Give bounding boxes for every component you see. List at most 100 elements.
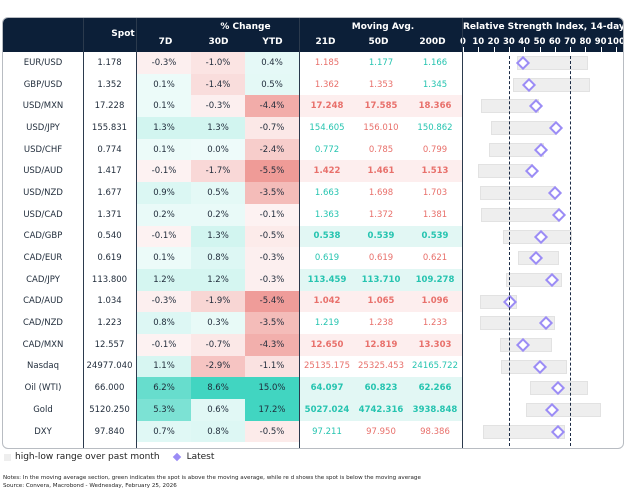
- table-row: USD/JPY 155.831 1.3% 1.3% -0.7% 154.605 156.01…: [3, 117, 623, 139]
- ma-row-bg: [300, 225, 462, 248]
- change-7d: 0.1%: [137, 73, 191, 96]
- change-30d: 1.3%: [191, 225, 245, 248]
- spot-value: 1.352: [97, 79, 122, 90]
- moving-avg-200d: 1.233: [422, 318, 448, 329]
- rsi-tick-label: 10: [472, 37, 485, 47]
- change-7d: 0.2%: [137, 203, 191, 226]
- moving-avg-21d: 1.663: [314, 187, 340, 198]
- ma-row-bg: [300, 117, 462, 139]
- change-7d: -0.1%: [137, 225, 191, 248]
- rsi-tick-mark: [570, 47, 572, 52]
- moving-avg-50d: 4742.316: [358, 404, 404, 415]
- divider: [462, 18, 463, 448]
- source-line: Source: Convera, Macrobond - Wednesday, …: [3, 483, 177, 489]
- spot-value: 1.371: [97, 209, 122, 220]
- header-7d: 7D: [158, 37, 173, 47]
- rsi-tick-mark: [478, 47, 480, 52]
- spot-value: 66.000: [94, 383, 125, 394]
- change-ytd: -2.4%: [245, 138, 299, 161]
- moving-avg-50d: 0.785: [368, 144, 394, 155]
- moving-avg-200d: 0.621: [422, 253, 448, 264]
- moving-avg-200d: 62.266: [418, 383, 452, 394]
- ma-row-bg: [300, 182, 462, 204]
- change-ytd: 15.0%: [245, 377, 299, 399]
- moving-avg-21d: 97.211: [312, 426, 342, 437]
- moving-avg-200d: 109.278: [415, 274, 455, 285]
- moving-avg-50d: 12.819: [364, 339, 398, 350]
- change-ytd: 0.5%: [245, 73, 299, 96]
- moving-avg-200d: 1.513: [421, 166, 449, 177]
- rsi-range-bar: [490, 121, 557, 136]
- spot-value: 1.677: [97, 187, 122, 198]
- header-30d: 30D: [208, 37, 229, 47]
- divider: [299, 18, 300, 448]
- moving-avg-50d: 0.539: [367, 231, 395, 242]
- change-7d: 0.1%: [137, 95, 191, 118]
- moving-avg-50d: 156.010: [363, 122, 399, 133]
- change-ytd: 0.4%: [245, 52, 299, 74]
- change-ytd: -4.4%: [245, 95, 299, 118]
- instrument-name: Gold: [33, 404, 53, 415]
- moving-avg-50d: 1.353: [368, 79, 394, 90]
- ma-row-bg: [300, 333, 462, 356]
- change-ytd: -3.5%: [245, 312, 299, 334]
- moving-avg-50d: 1.698: [368, 187, 394, 198]
- moving-avg-21d: 64.097: [310, 383, 344, 394]
- change-30d: 1.3%: [191, 117, 245, 139]
- table-row: CAD/MXN 12.557 -0.1% -0.7% -4.3% 12.650 12.819…: [3, 333, 623, 356]
- rsi-tick-mark: [554, 47, 556, 52]
- rsi-tick-mark: [600, 47, 602, 52]
- moving-avg-200d: 13.303: [418, 339, 452, 350]
- change-7d: -0.3%: [137, 290, 191, 313]
- change-30d: 8.6%: [191, 377, 245, 399]
- moving-avg-200d: 98.386: [420, 426, 450, 437]
- ma-row-bg: [300, 73, 462, 96]
- rsi-range-bar: [479, 186, 557, 201]
- moving-avg-50d: 1.177: [368, 57, 394, 68]
- table-row: USD/NZD 1.677 0.9% 0.5% -3.5% 1.663 1.698 1.703: [3, 182, 623, 204]
- table-row: USD/MXN 17.228 0.1% -0.3% -4.4% 17.248 17.585 1…: [3, 95, 623, 118]
- instrument-name: CAD/MXN: [22, 339, 64, 350]
- spot-value: 24977.040: [86, 361, 133, 372]
- moving-avg-21d: 12.650: [310, 339, 344, 350]
- ma-row-bg: [300, 268, 462, 291]
- spot-value: 5120.250: [89, 404, 130, 415]
- change-7d: 1.1%: [137, 355, 191, 378]
- moving-avg-21d: 0.538: [313, 231, 341, 242]
- moving-avg-21d: 25135.175: [304, 361, 350, 372]
- rsi-range-bar: [481, 207, 560, 222]
- moving-avg-21d: 1.362: [314, 79, 340, 90]
- moving-avg-200d: 1.096: [421, 296, 449, 307]
- change-7d: 0.8%: [137, 312, 191, 334]
- instrument-name: USD/MXN: [22, 101, 64, 112]
- instrument-name: CAD/EUR: [23, 253, 63, 264]
- moving-avg-21d: 17.248: [310, 101, 344, 112]
- table-body: EUR/USD 1.178 -0.3% -1.0% 0.4% 1.185 1.177 1.16…: [3, 52, 623, 443]
- instrument-name: GBP/USD: [23, 79, 63, 90]
- rsi-reference-line: [570, 56, 572, 446]
- moving-avg-50d: 1.461: [367, 166, 395, 177]
- table-row: Gold 5120.250 5.3% 0.6% 17.2% 5027.024 4742.31…: [3, 399, 623, 421]
- range-swatch-icon: [4, 453, 11, 461]
- ma-row-bg: [300, 138, 462, 161]
- moving-avg-200d: 1.345: [422, 79, 448, 90]
- header-spot: Spot: [111, 29, 135, 39]
- change-7d: -0.1%: [137, 160, 191, 183]
- change-ytd: -5.5%: [245, 160, 299, 183]
- rsi-tick-mark: [539, 47, 541, 52]
- ma-row-bg: [300, 399, 462, 421]
- rsi-tick-mark: [493, 47, 495, 52]
- moving-avg-200d: 24165.722: [412, 361, 458, 372]
- change-30d: 1.2%: [191, 268, 245, 291]
- moving-avg-50d: 113.710: [361, 274, 401, 285]
- change-30d: 0.2%: [191, 203, 245, 226]
- rsi-tick-label: 20: [487, 37, 500, 47]
- instrument-name: USD/JPY: [26, 122, 60, 133]
- change-ytd: -5.4%: [245, 290, 299, 313]
- change-30d: -0.3%: [191, 95, 245, 118]
- change-ytd: -0.7%: [245, 117, 299, 139]
- moving-avg-50d: 60.823: [364, 383, 398, 394]
- table-row: USD/CHF 0.774 0.1% 0.0% -2.4% 0.772 0.785 0.799: [3, 138, 623, 161]
- instrument-name: DXY: [34, 426, 52, 437]
- spot-value: 1.223: [97, 318, 122, 329]
